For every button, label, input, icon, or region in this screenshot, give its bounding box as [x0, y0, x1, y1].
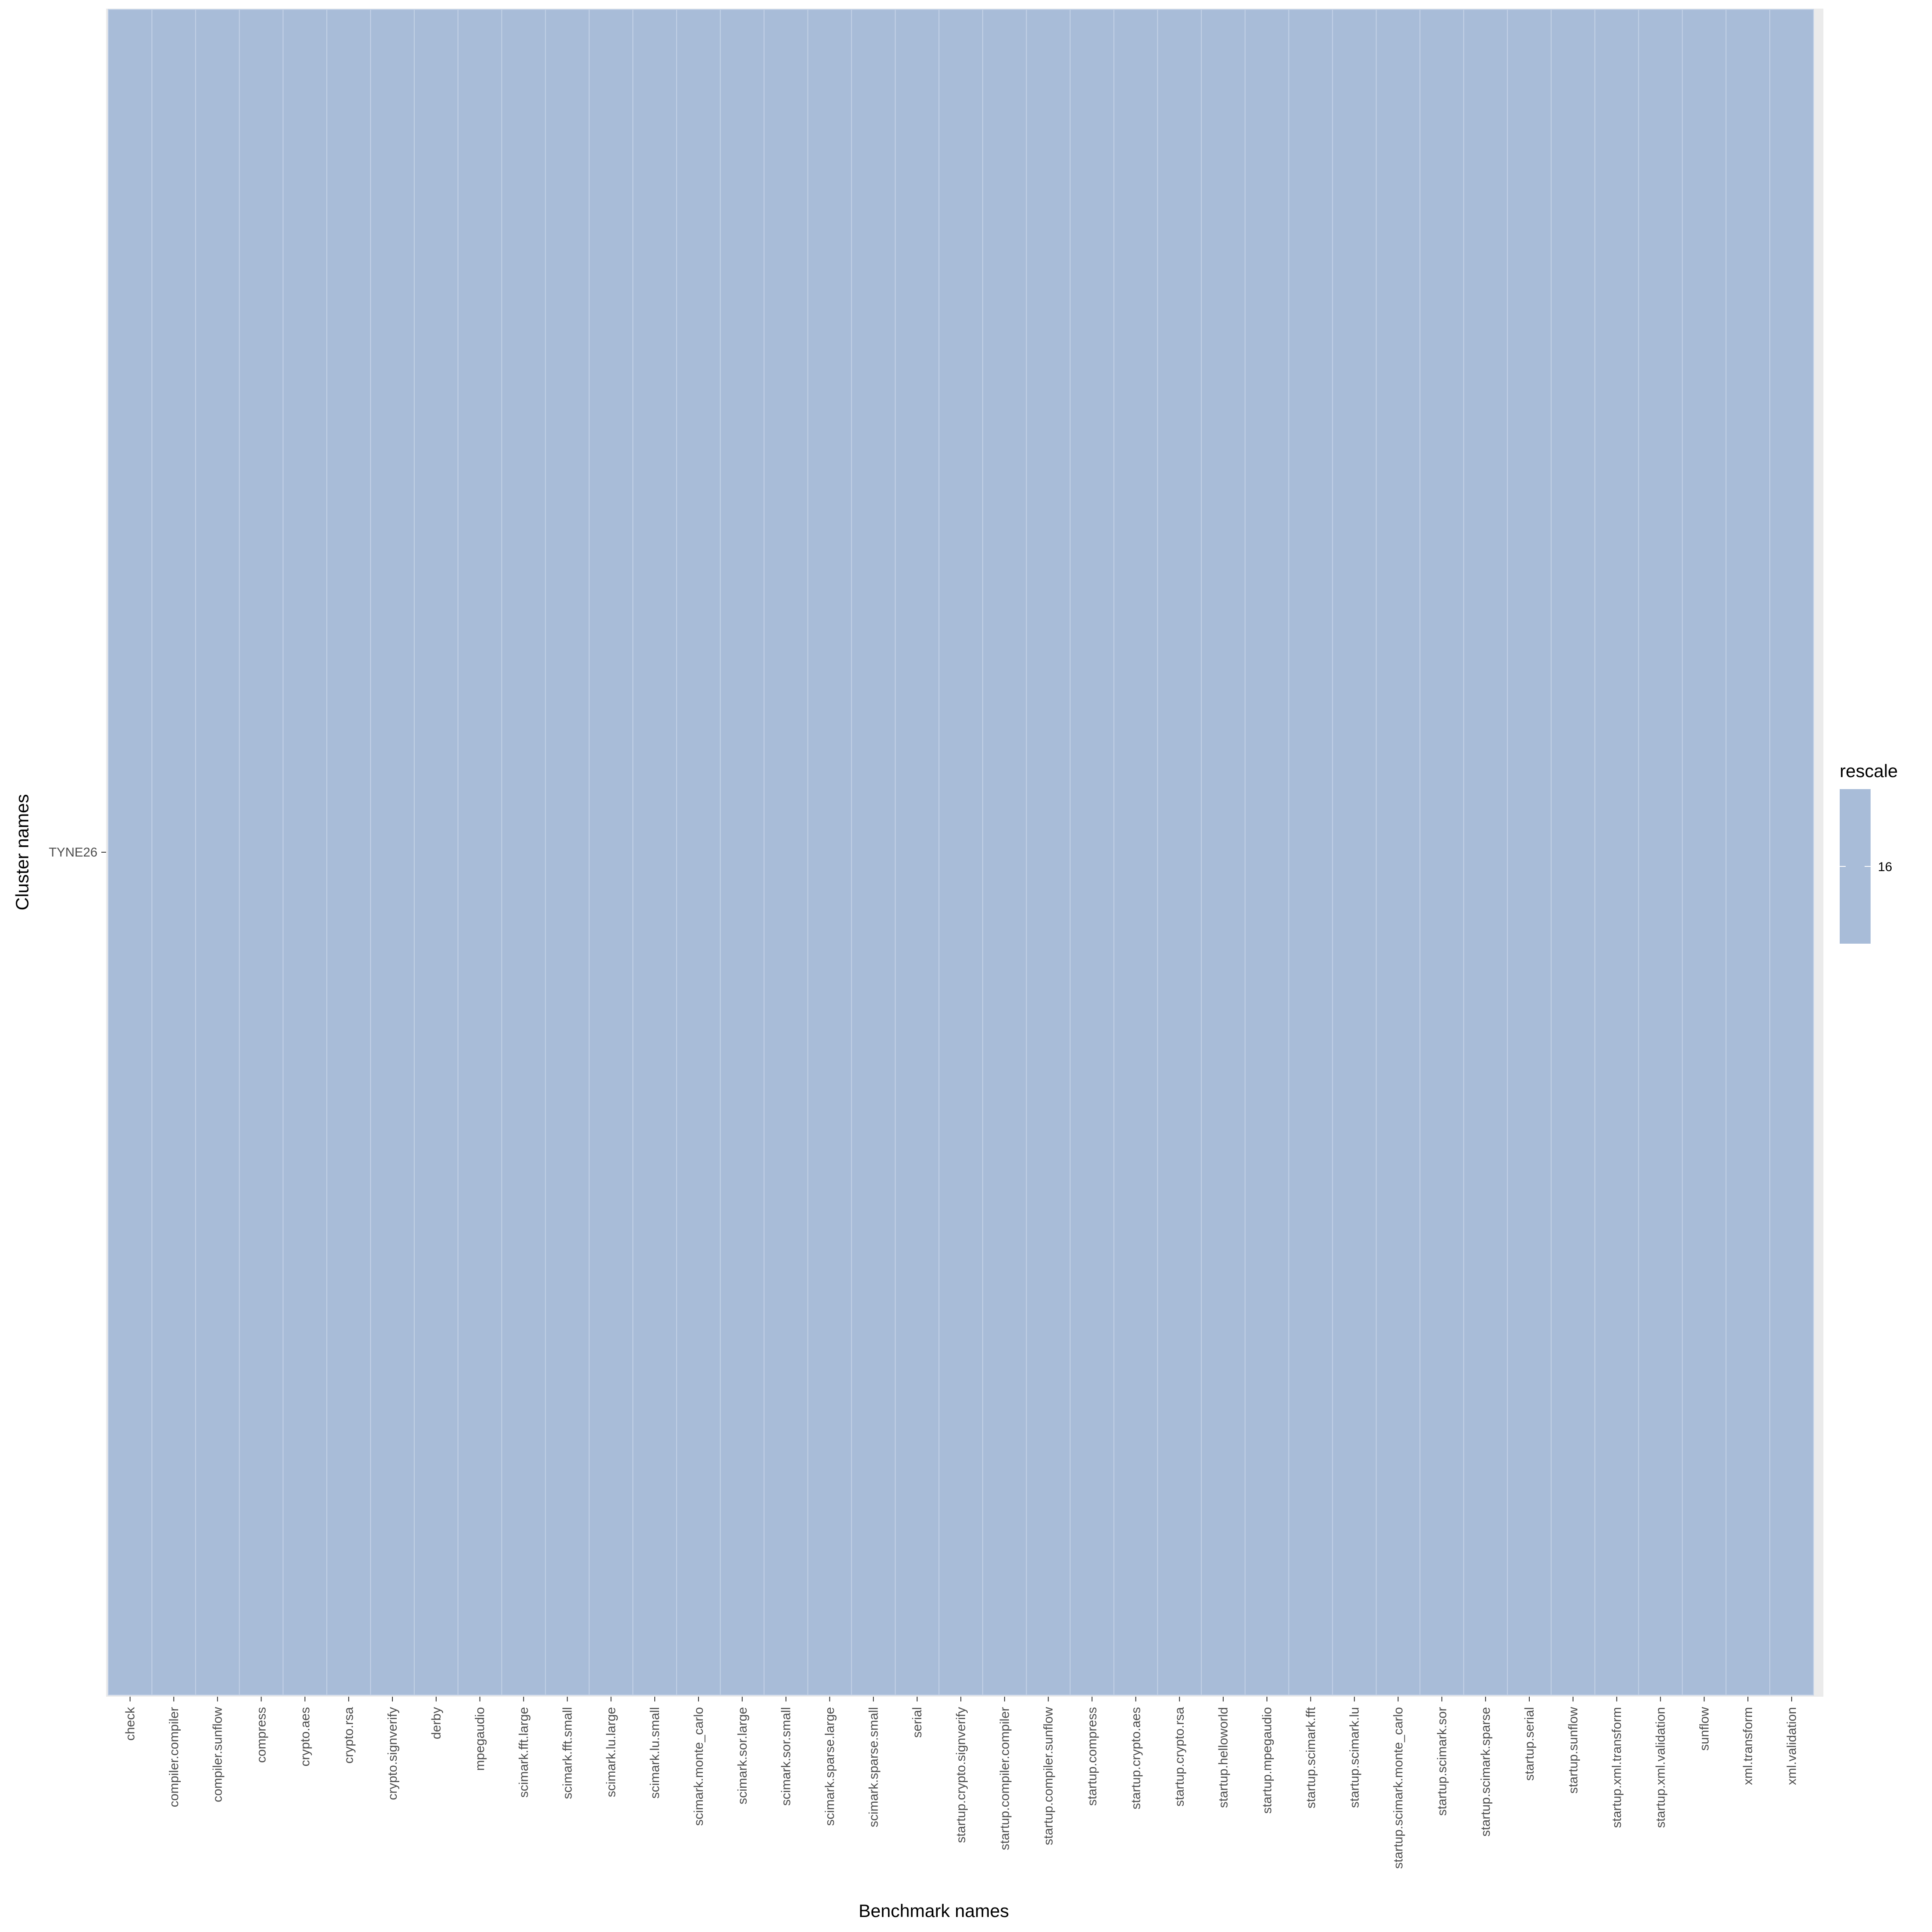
x-tick-label: scimark.lu.large	[604, 1707, 618, 1797]
x-axis: check compiler.compiler compiler.sunflow co…	[123, 1697, 1799, 1869]
heatmap-cell	[1550, 9, 1595, 1695]
x-tick-label: serial	[910, 1707, 924, 1738]
heatmap-cell	[1332, 9, 1377, 1695]
x-tick-label: startup.scimark.sor	[1435, 1707, 1449, 1816]
x-tick-label: compress	[254, 1707, 268, 1763]
x-tick-label: startup.xml.validation	[1654, 1707, 1668, 1828]
x-tick-label: scimark.sor.small	[779, 1707, 793, 1806]
x-tick-label: compiler.compiler	[167, 1707, 181, 1807]
x-tick-label: check	[123, 1707, 137, 1741]
heatmap-cell	[807, 9, 852, 1695]
heatmap-cell	[370, 9, 415, 1695]
x-tick-label: scimark.sparse.small	[866, 1707, 881, 1827]
heatmap-cell	[1245, 9, 1289, 1695]
heatmap-cell	[151, 9, 196, 1695]
heatmap-cell	[283, 9, 328, 1695]
heatmap-cell	[1682, 9, 1727, 1695]
y-axis-title: Cluster names	[12, 794, 32, 911]
color-legend: rescale 16	[1840, 761, 1898, 944]
heatmap-tiles	[108, 9, 1814, 1695]
heatmap-cell	[982, 9, 1027, 1695]
heatmap-cell	[545, 9, 590, 1695]
heatmap-cell	[939, 9, 983, 1695]
x-tick-label: startup.crypto.rsa	[1173, 1707, 1187, 1807]
heatmap-cell	[1769, 9, 1814, 1695]
heatmap-cell	[108, 9, 152, 1695]
x-tick-label: startup.compiler.sunflow	[1042, 1707, 1056, 1845]
legend-title: rescale	[1840, 761, 1898, 781]
y-axis: TYNE26	[49, 845, 106, 860]
heatmap-cell	[326, 9, 371, 1695]
x-tick-label: compiler.sunflow	[211, 1707, 225, 1802]
x-tick-label: scimark.fft.large	[517, 1707, 531, 1798]
heatmap-cell	[1725, 9, 1771, 1695]
heatmap-cell	[1288, 9, 1333, 1695]
heatmap-cell	[1026, 9, 1071, 1695]
x-tick-label: xml.transform	[1741, 1707, 1755, 1785]
x-tick-label: scimark.lu.small	[648, 1707, 662, 1798]
legend-break-label: 16	[1878, 860, 1892, 874]
x-tick-label: startup.helloworld	[1216, 1707, 1230, 1808]
heatmap-cell	[589, 9, 634, 1695]
x-tick-label: startup.xml.transform	[1610, 1707, 1624, 1828]
y-tick-label: TYNE26	[49, 845, 97, 860]
x-tick-label: startup.scimark.lu	[1348, 1707, 1362, 1808]
x-tick-label: crypto.aes	[298, 1707, 312, 1766]
x-tick-label: xml.validation	[1785, 1707, 1799, 1785]
heatmap-cell	[1507, 9, 1552, 1695]
heatmap-cell	[1594, 9, 1639, 1695]
x-tick-label: startup.compiler.compiler	[998, 1707, 1012, 1850]
x-tick-label: startup.serial	[1522, 1707, 1537, 1781]
x-tick-label: startup.scimark.monte_carlo	[1391, 1707, 1405, 1869]
heatmap-cell	[195, 9, 240, 1695]
x-tick-label: mpegaudio	[473, 1707, 487, 1771]
heatmap-cell	[239, 9, 284, 1695]
heatmap-cell	[851, 9, 896, 1695]
heatmap-cell	[1638, 9, 1683, 1695]
x-tick-label: scimark.sor.large	[735, 1707, 750, 1804]
heatmap-cell	[632, 9, 677, 1695]
x-tick-label: startup.crypto.signverify	[954, 1707, 968, 1843]
x-tick-label: startup.sunflow	[1566, 1707, 1580, 1794]
x-tick-label: startup.crypto.aes	[1129, 1707, 1143, 1809]
heatmap-cell	[501, 9, 546, 1695]
heatmap-cell	[1463, 9, 1508, 1695]
x-tick-label: crypto.rsa	[342, 1707, 356, 1764]
x-axis-title: Benchmark names	[859, 1901, 1009, 1921]
heatmap-cell	[457, 9, 502, 1695]
x-tick-label: crypto.signverify	[386, 1707, 400, 1800]
x-tick-label: derby	[429, 1707, 444, 1739]
heatmap-cell	[1157, 9, 1202, 1695]
x-tick-label: startup.scimark.fft	[1304, 1707, 1318, 1808]
x-tick-label: scimark.sparse.large	[823, 1707, 837, 1826]
heatmap-cell	[676, 9, 721, 1695]
heatmap-cell	[1113, 9, 1158, 1695]
heatmap-cell	[763, 9, 808, 1695]
x-tick-label: startup.mpegaudio	[1260, 1707, 1274, 1814]
heatmap-cell	[1069, 9, 1115, 1695]
heatmap-cell	[720, 9, 765, 1695]
heatmap-cell	[1201, 9, 1245, 1695]
x-tick-label: startup.compress	[1085, 1707, 1100, 1806]
x-tick-label: scimark.fft.small	[560, 1707, 574, 1799]
x-tick-label: startup.scimark.sparse	[1479, 1707, 1493, 1837]
heatmap-cell	[413, 9, 459, 1695]
x-tick-label: scimark.monte_carlo	[692, 1707, 706, 1826]
heatmap-cell	[1376, 9, 1421, 1695]
heatmap-cell	[1419, 9, 1464, 1695]
x-tick-label: sunflow	[1697, 1707, 1711, 1751]
heatmap-cell	[895, 9, 940, 1695]
